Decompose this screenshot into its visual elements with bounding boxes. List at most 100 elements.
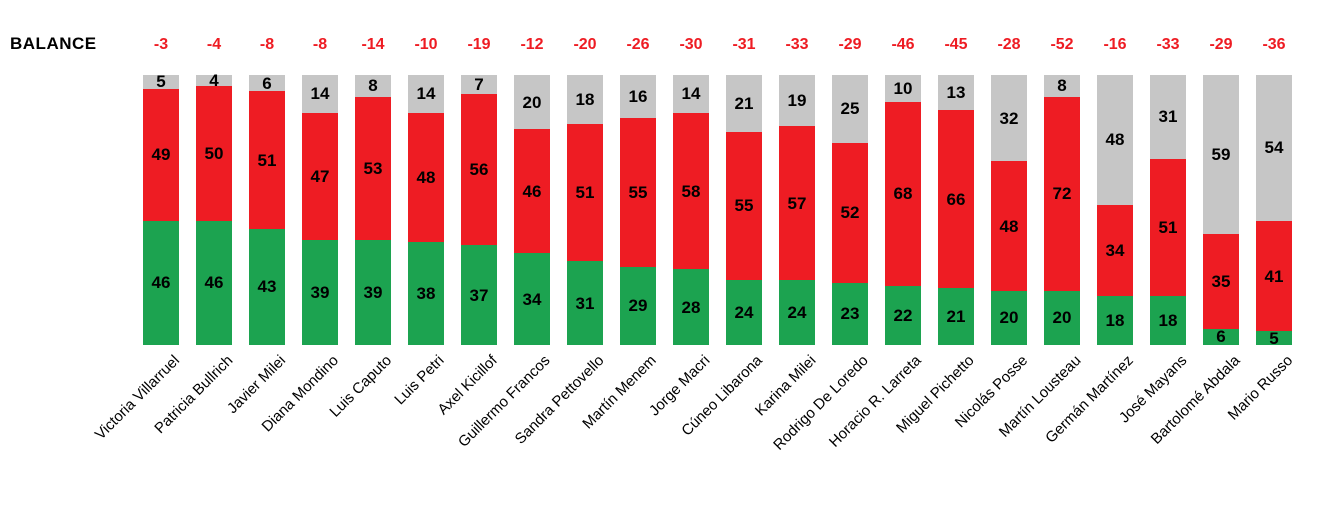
segment-negative: 56 [461,93,497,246]
balance-value: -20 [573,36,597,53]
balance-value: -46 [891,36,915,53]
segment-value-label: 51 [1158,218,1178,238]
segment-value-label: 52 [840,203,860,223]
segment-value-label: 7 [474,74,484,94]
segment-no_opinion: 19 [779,75,815,127]
balance-value: -19 [467,36,491,53]
segment-value-label: 37 [469,285,489,305]
segment-negative: 46 [514,129,550,254]
segment-no_opinion: 32 [991,75,1027,162]
segment-positive: 6 [1203,328,1239,345]
segment-value-label: 18 [575,89,595,109]
segment-value-label: 72 [1052,184,1072,204]
segment-value-label: 51 [257,150,277,170]
balance-value: -4 [206,36,222,53]
segment-no_opinion: 20 [514,75,550,129]
segment-positive: 18 [1097,296,1133,345]
segment-no_opinion: 6 [249,73,285,93]
segment-negative: 34 [1097,204,1133,297]
segment-positive: 37 [461,245,497,345]
segment-positive: 24 [726,280,762,345]
segment-positive: 39 [302,239,338,345]
segment-no_opinion: 13 [938,75,974,111]
stacked-bar: 31 51 18 [1150,75,1186,345]
balance-value: -10 [414,36,438,53]
balance-value: -12 [520,36,544,53]
stacked-bar: 10 68 22 [885,75,921,345]
segment-value-label: 19 [787,91,807,111]
segment-value-label: 24 [734,303,754,323]
segment-value-label: 43 [257,277,277,297]
segment-negative: 57 [779,126,815,281]
segment-negative: 51 [249,91,285,229]
segment-negative: 55 [620,118,656,267]
segment-no_opinion: 8 [355,75,391,97]
segment-positive: 28 [673,269,709,345]
segment-value-label: 5 [156,72,166,92]
segment-positive: 20 [991,290,1027,345]
balance-value: -31 [732,36,756,53]
segment-positive: 39 [355,239,391,345]
segment-value-label: 10 [893,79,913,98]
segment-no_opinion: 31 [1150,75,1186,159]
segment-negative: 49 [143,88,179,221]
segment-value-label: 16 [628,87,648,107]
segment-value-label: 55 [628,182,648,202]
segment-value-label: 53 [363,158,383,178]
stacked-bar: 18 51 31 [567,75,603,345]
stacked-bar: 19 57 24 [779,75,815,345]
segment-positive: 23 [832,282,868,345]
balance-value: -33 [785,36,809,53]
segment-value-label: 5 [1269,328,1279,348]
segment-value-label: 59 [1211,145,1231,165]
segment-no_opinion: 8 [1044,75,1080,97]
category-label: Horacio R. Larreta [826,352,926,451]
segment-value-label: 57 [787,193,807,213]
segment-value-label: 51 [575,182,595,202]
segment-no_opinion: 7 [461,75,497,94]
balance-value: -29 [838,36,862,53]
segment-value-label: 58 [681,181,701,201]
segment-value-label: 14 [416,84,436,104]
category-label: Guillermo Francos [455,352,555,451]
segment-value-label: 8 [1057,76,1067,96]
segment-positive: 5 [1256,328,1292,348]
segment-positive: 21 [938,288,974,345]
segment-positive: 46 [196,220,232,345]
segment-value-label: 31 [1158,107,1178,127]
segment-positive: 20 [1044,290,1080,345]
segment-value-label: 6 [262,73,272,93]
segment-no_opinion: 14 [673,75,709,113]
balance-value: -26 [626,36,650,53]
segment-positive: 31 [567,261,603,345]
balance-value: -33 [1156,36,1180,53]
segment-no_opinion: 10 [885,75,921,102]
segment-no_opinion: 14 [302,75,338,113]
segment-no_opinion: 25 [832,75,868,143]
segment-no_opinion: 16 [620,75,656,119]
stacked-bar: 14 58 28 [673,75,709,345]
segment-value-label: 18 [1105,311,1125,331]
segment-negative: 41 [1256,220,1292,332]
segment-value-label: 8 [368,76,378,96]
segment-value-label: 46 [151,273,171,293]
segment-negative: 72 [1044,96,1080,291]
stacked-bar: 7 56 37 [461,75,497,345]
segment-value-label: 34 [522,289,542,309]
segment-value-label: 24 [787,303,807,323]
segment-value-label: 20 [1052,308,1072,328]
stacked-bar: 4 50 46 [196,72,232,345]
segment-value-label: 50 [204,143,224,163]
segment-value-label: 48 [1105,130,1125,150]
stacked-bar: 13 66 21 [938,75,974,345]
segment-negative: 48 [408,112,444,243]
segment-value-label: 35 [1211,272,1231,292]
segment-positive: 34 [514,253,550,345]
segment-no_opinion: 48 [1097,75,1133,205]
stacked-bar: 8 72 20 [1044,75,1080,345]
segment-value-label: 39 [310,282,330,302]
segment-value-label: 47 [310,166,330,186]
segment-value-label: 41 [1264,266,1284,286]
stacked-bar: 32 48 20 [991,75,1027,345]
